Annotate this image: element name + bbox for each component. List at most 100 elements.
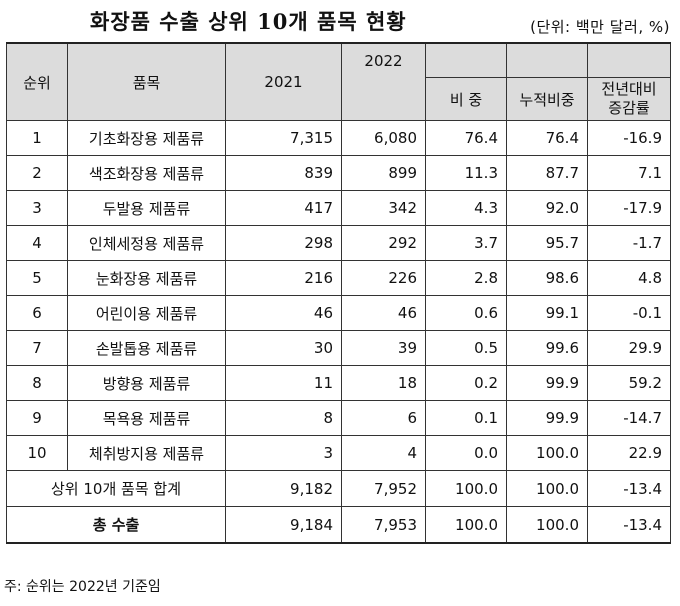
cell-2022: 39	[341, 330, 426, 366]
cell-share: 0.0	[425, 435, 507, 471]
total-2022: 7,953	[341, 506, 426, 544]
cell-item: 두발용 제품류	[67, 190, 226, 226]
cell-cumulative: 100.0	[506, 435, 588, 471]
cell-share: 0.5	[425, 330, 507, 366]
total-row: 총 수출 9,184 7,953 100.0 100.0 -13.4	[6, 506, 671, 544]
cell-rank: 4	[6, 225, 68, 261]
cell-share: 76.4	[425, 120, 507, 156]
cell-2022: 342	[341, 190, 426, 226]
cell-2021: 298	[225, 225, 342, 261]
cell-yoy: -16.9	[587, 120, 671, 156]
footnote: 주: 순위는 2022년 기준임	[4, 579, 161, 595]
cell-yoy: -17.9	[587, 190, 671, 226]
table-row: 5 눈화장용 제품류 216 226 2.8 98.6 4.8	[6, 260, 671, 296]
cell-yoy: 59.2	[587, 365, 671, 401]
cell-cumulative: 99.1	[506, 295, 588, 331]
cell-2022: 18	[341, 365, 426, 401]
cell-yoy: 29.9	[587, 330, 671, 366]
cell-2022: 226	[341, 260, 426, 296]
total-yoy: -13.4	[587, 506, 671, 544]
cell-cumulative: 87.7	[506, 155, 588, 191]
cell-2021: 7,315	[225, 120, 342, 156]
subtotal-share: 100.0	[425, 470, 507, 507]
cell-item: 손발톱용 제품류	[67, 330, 226, 366]
cell-rank: 5	[6, 260, 68, 296]
cell-share: 0.1	[425, 400, 507, 436]
subtotal-yoy: -13.4	[587, 470, 671, 507]
cell-rank: 9	[6, 400, 68, 436]
table-row: 2 색조화장용 제품류 839 899 11.3 87.7 7.1	[6, 155, 671, 191]
cell-2022: 4	[341, 435, 426, 471]
export-table: 순위 품목 2021 2022 비 중 누적비중 전년대비 증감률 1 기초화장용…	[6, 42, 671, 544]
cell-item: 목욕용 제품류	[67, 400, 226, 436]
table-row: 7 손발톱용 제품류 30 39 0.5 99.6 29.9	[6, 330, 671, 366]
header-spacer	[587, 42, 671, 78]
cell-yoy: 7.1	[587, 155, 671, 191]
cell-share: 0.6	[425, 295, 507, 331]
cell-item: 색조화장용 제품류	[67, 155, 226, 191]
header-spacer	[425, 42, 507, 78]
cell-rank: 6	[6, 295, 68, 331]
cell-item: 어린이용 제품류	[67, 295, 226, 331]
cell-rank: 3	[6, 190, 68, 226]
table-row: 9 목욕용 제품류 8 6 0.1 99.9 -14.7	[6, 400, 671, 436]
cell-2021: 30	[225, 330, 342, 366]
table-body: 1 기초화장용 제품류 7,315 6,080 76.4 76.4 -16.9 2 색조화장용 …	[6, 120, 671, 471]
header-rank: 순위	[6, 42, 68, 121]
cell-yoy: -0.1	[587, 295, 671, 331]
cell-2021: 11	[225, 365, 342, 401]
table-row: 6 어린이용 제품류 46 46 0.6 99.1 -0.1	[6, 295, 671, 331]
cell-2022: 6	[341, 400, 426, 436]
total-cumulative: 100.0	[506, 506, 588, 544]
cell-2022: 292	[341, 225, 426, 261]
cell-2022: 46	[341, 295, 426, 331]
cell-rank: 7	[6, 330, 68, 366]
cell-2021: 216	[225, 260, 342, 296]
cell-2022: 6,080	[341, 120, 426, 156]
subtotal-cumulative: 100.0	[506, 470, 588, 507]
table-row: 3 두발용 제품류 417 342 4.3 92.0 -17.9	[6, 190, 671, 226]
page-title: 화장품 수출 상위 10개 품목 현황	[90, 9, 407, 34]
cell-rank: 1	[6, 120, 68, 156]
header-yoy-line2: 증감률	[608, 99, 650, 118]
header-yoy-line1: 전년대비	[601, 79, 657, 98]
cell-share: 0.2	[425, 365, 507, 401]
header-item: 품목	[67, 42, 226, 121]
cell-item: 체취방지용 제품류	[67, 435, 226, 471]
table-row: 1 기초화장용 제품류 7,315 6,080 76.4 76.4 -16.9	[6, 120, 671, 156]
header-spacer	[341, 77, 426, 121]
subtotal-2022: 7,952	[341, 470, 426, 507]
cell-cumulative: 95.7	[506, 225, 588, 261]
cell-2021: 46	[225, 295, 342, 331]
subtotal-row: 상위 10개 품목 합계 9,182 7,952 100.0 100.0 -13…	[6, 470, 671, 507]
cell-share: 11.3	[425, 155, 507, 191]
cell-2021: 8	[225, 400, 342, 436]
cell-2021: 417	[225, 190, 342, 226]
header-2021: 2021	[225, 42, 342, 121]
total-2021: 9,184	[225, 506, 342, 544]
cell-cumulative: 98.6	[506, 260, 588, 296]
subtotal-label: 상위 10개 품목 합계	[6, 470, 226, 507]
cell-2022: 899	[341, 155, 426, 191]
cell-item: 눈화장용 제품류	[67, 260, 226, 296]
total-share: 100.0	[425, 506, 507, 544]
cell-rank: 2	[6, 155, 68, 191]
table-header: 순위 품목 2021 2022 비 중 누적비중 전년대비 증감률	[6, 42, 671, 121]
cell-rank: 8	[6, 365, 68, 401]
cell-rank: 10	[6, 435, 68, 471]
cell-2021: 3	[225, 435, 342, 471]
cell-cumulative: 99.9	[506, 400, 588, 436]
cell-yoy: -1.7	[587, 225, 671, 261]
cell-item: 방향용 제품류	[67, 365, 226, 401]
header-share: 비 중	[425, 77, 507, 121]
total-label: 총 수출	[6, 506, 226, 544]
cell-share: 2.8	[425, 260, 507, 296]
cell-yoy: 4.8	[587, 260, 671, 296]
cell-share: 4.3	[425, 190, 507, 226]
header-yoy: 전년대비 증감률	[587, 77, 671, 121]
cell-share: 3.7	[425, 225, 507, 261]
cell-2021: 839	[225, 155, 342, 191]
table-row: 4 인체세정용 제품류 298 292 3.7 95.7 -1.7	[6, 225, 671, 261]
cell-item: 인체세정용 제품류	[67, 225, 226, 261]
header-2022: 2022	[341, 42, 426, 78]
